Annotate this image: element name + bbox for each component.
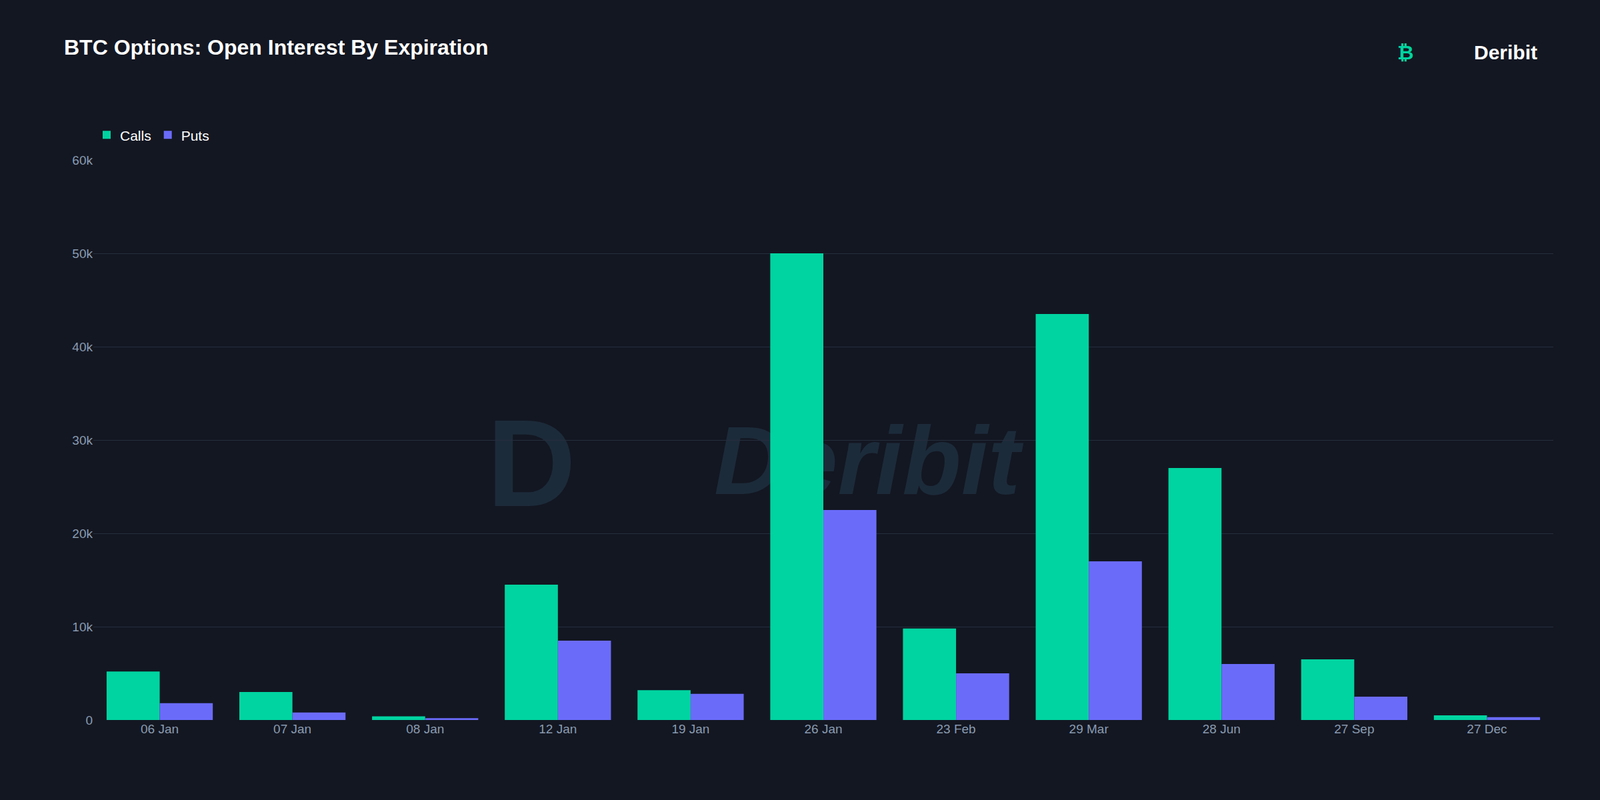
svg-text:26 Jan: 26 Jan (804, 722, 842, 736)
svg-text:27 Sep: 27 Sep (1334, 722, 1374, 736)
svg-text:BTC Options: Open Interest By: BTC Options: Open Interest By Expiration (64, 35, 489, 60)
svg-text:₿: ₿ (1397, 41, 1414, 64)
svg-text:Calls: Calls (120, 128, 152, 144)
svg-text:Puts: Puts (181, 128, 210, 144)
svg-text:28 Jun: 28 Jun (1202, 722, 1241, 736)
svg-text:12 Jan: 12 Jan (538, 722, 577, 736)
svg-text:50k: 50k (72, 246, 93, 261)
svg-text:60k: 60k (72, 153, 93, 168)
svg-text:30k: 30k (72, 433, 93, 448)
svg-text:23 Feb: 23 Feb (936, 722, 976, 736)
svg-text:29 Mar: 29 Mar (1069, 722, 1110, 736)
svg-text:Deribit: Deribit (1474, 41, 1538, 64)
svg-text:20k: 20k (72, 526, 93, 541)
svg-text:10k: 10k (72, 620, 93, 634)
svg-text:Deribit: Deribit (714, 406, 1024, 515)
svg-text:D: D (486, 394, 576, 532)
svg-text:07 Jan: 07 Jan (273, 722, 312, 736)
svg-text:06 Jan: 06 Jan (140, 722, 179, 736)
svg-text:40k: 40k (72, 340, 93, 354)
svg-text:0: 0 (85, 713, 93, 728)
svg-text:27 Dec: 27 Dec (1466, 722, 1507, 736)
svg-text:08 Jan: 08 Jan (406, 722, 444, 736)
svg-text:19 Jan: 19 Jan (671, 722, 710, 736)
